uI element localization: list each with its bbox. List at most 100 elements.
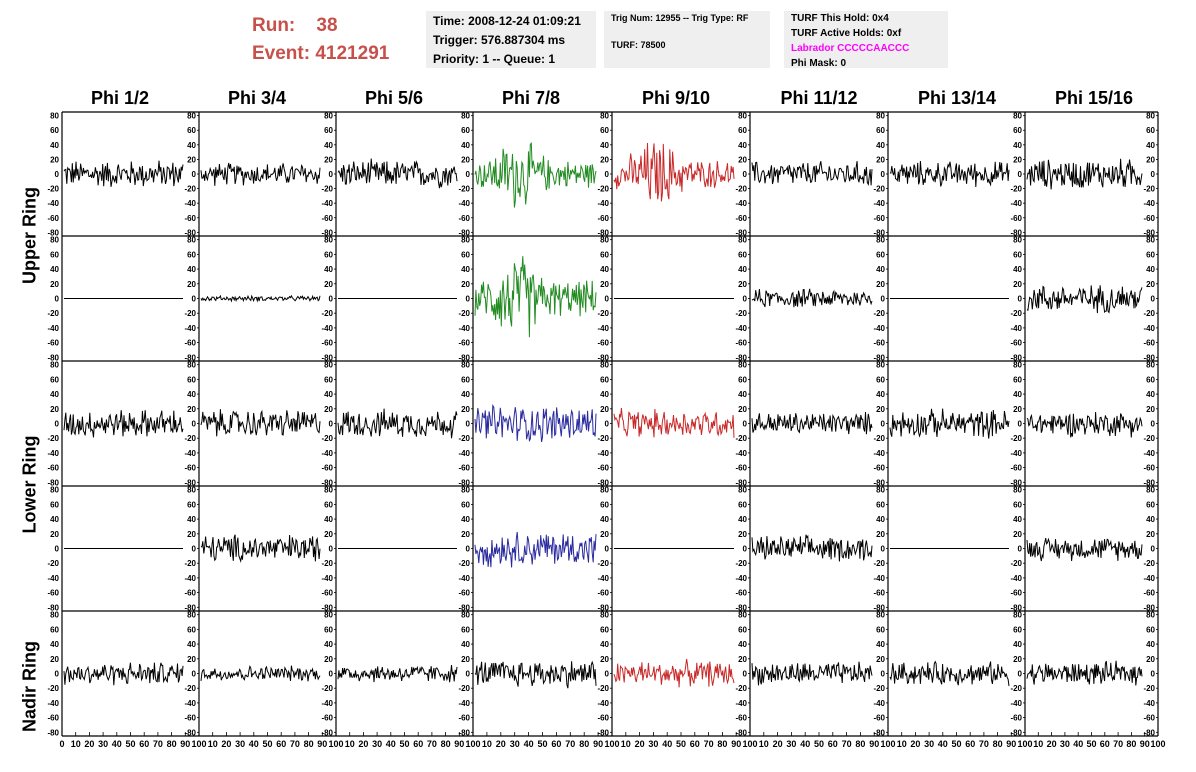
y-tick-label: 40	[461, 265, 470, 274]
waveform-trace	[751, 534, 873, 562]
y-tick-label: -40	[597, 324, 609, 333]
y-tick-label: 20	[187, 280, 196, 289]
y-tick-label: -60	[1010, 339, 1022, 348]
y-tick-label: 20	[324, 280, 333, 289]
y-tick-label: 80	[1013, 361, 1022, 370]
trigger-text: Trigger: 576.887304 ms	[433, 33, 566, 47]
y-tick-label: 60	[738, 126, 747, 135]
y-tick-label: 0	[55, 420, 60, 429]
y-tick-label: -20	[873, 434, 885, 443]
y-tick-label: 20	[1146, 155, 1155, 164]
y-tick-label: 40	[324, 265, 333, 274]
waveform-trace	[889, 660, 1010, 687]
panel-r1-c5: 80 60 40 20 0 -20 -40 -60 -80	[613, 112, 750, 237]
y-tick-label: 40	[461, 390, 470, 399]
y-tick-label: -40	[1143, 324, 1155, 333]
x-tick-label: 90	[1140, 739, 1150, 749]
y-tick-label: 20	[738, 155, 747, 164]
y-tick-label: 0	[55, 545, 60, 554]
y-tick-label: 20	[187, 405, 196, 414]
y-tick-label: -20	[1143, 684, 1155, 693]
y-tick-label: 0	[466, 545, 471, 554]
y-tick-label: -80	[1143, 728, 1155, 737]
x-tick-label: 80	[993, 739, 1003, 749]
y-tick-label: -20	[458, 684, 470, 693]
y-tick-label: -80	[1010, 228, 1022, 237]
x-tick-label: 90	[180, 739, 190, 749]
y-tick-label: 40	[600, 141, 609, 150]
x-tick-label: 60	[828, 739, 838, 749]
panel-r1-c6: 80 60 40 20 0 -20 -40 -60 -80	[751, 112, 888, 237]
y-tick-label: -20	[47, 559, 59, 568]
waveform-trace	[63, 160, 184, 187]
y-tick-label: 40	[738, 390, 747, 399]
y-tick-label: 40	[324, 515, 333, 524]
y-tick-label: 60	[324, 625, 333, 634]
y-tick-label: 20	[1146, 280, 1155, 289]
x-tick-label: 80	[167, 739, 177, 749]
y-tick-label: 0	[466, 170, 471, 179]
y-tick-label: 0	[605, 420, 610, 429]
y-tick-label: 40	[50, 390, 59, 399]
y-tick-label: 40	[876, 265, 885, 274]
y-tick-label: 80	[738, 112, 747, 121]
y-tick-label: 60	[1013, 375, 1022, 384]
y-tick-label: -80	[873, 353, 885, 362]
y-tick-label: 40	[461, 141, 470, 150]
x-tick-label: 30	[924, 739, 934, 749]
y-tick-label: 20	[738, 655, 747, 664]
y-tick-label: -80	[1010, 603, 1022, 612]
y-tick-label: -40	[735, 449, 747, 458]
y-tick-label: -80	[458, 728, 470, 737]
x-tick-label: 80	[304, 739, 314, 749]
y-tick-label: 0	[1151, 545, 1156, 554]
y-tick-label: 40	[1013, 640, 1022, 649]
y-tick-label: 20	[50, 155, 59, 164]
y-tick-label: -80	[735, 353, 747, 362]
y-tick-label: 60	[1013, 500, 1022, 509]
y-tick-label: -80	[321, 478, 333, 487]
y-tick-label: -40	[47, 449, 59, 458]
y-tick-label: -80	[321, 228, 333, 237]
y-tick-label: -20	[458, 185, 470, 194]
y-tick-label: -60	[458, 589, 470, 598]
y-tick-label: -40	[1143, 449, 1155, 458]
time-text: Time: 2008-12-24 01:09:21	[433, 14, 581, 28]
y-tick-label: 20	[876, 405, 885, 414]
y-tick-label: -20	[873, 309, 885, 318]
y-tick-label: -60	[597, 214, 609, 223]
y-tick-label: -40	[1010, 199, 1022, 208]
y-tick-label: -20	[735, 559, 747, 568]
x-tick-label: 40	[524, 739, 534, 749]
x-tick-label: 90	[1006, 739, 1016, 749]
y-tick-label: 80	[1013, 236, 1022, 245]
y-tick-label: 80	[600, 236, 609, 245]
y-tick-label: -80	[1143, 228, 1155, 237]
waveform-trace	[1026, 660, 1143, 686]
y-tick-label: -40	[1010, 699, 1022, 708]
y-tick-label: -20	[597, 434, 609, 443]
y-tick-label: -40	[873, 199, 885, 208]
y-tick-label: 0	[605, 545, 610, 554]
y-tick-label: -40	[873, 699, 885, 708]
y-tick-label: 40	[50, 265, 59, 274]
x-tick-label: 10	[897, 739, 907, 749]
y-tick-label: 20	[1013, 155, 1022, 164]
y-tick-label: -40	[321, 324, 333, 333]
y-tick-label: -20	[458, 309, 470, 318]
y-tick-label: 0	[743, 670, 748, 679]
y-tick-label: 20	[600, 655, 609, 664]
y-tick-label: -80	[184, 728, 196, 737]
panel-r1-c1: 80 60 40 20 0 -20 -40 -60 -80	[63, 112, 199, 237]
y-tick-label: 60	[324, 375, 333, 384]
y-tick-label: -60	[184, 714, 196, 723]
x-tick-label: 70	[842, 739, 852, 749]
y-tick-label: 0	[466, 295, 471, 304]
y-tick-label: 80	[324, 611, 333, 620]
y-tick-label: -40	[47, 574, 59, 583]
x-tick-label: 40	[662, 739, 672, 749]
y-tick-label: 80	[876, 486, 885, 495]
y-tick-label: 80	[187, 236, 196, 245]
x-tick-label: 20	[635, 739, 645, 749]
y-tick-label: 80	[461, 611, 470, 620]
